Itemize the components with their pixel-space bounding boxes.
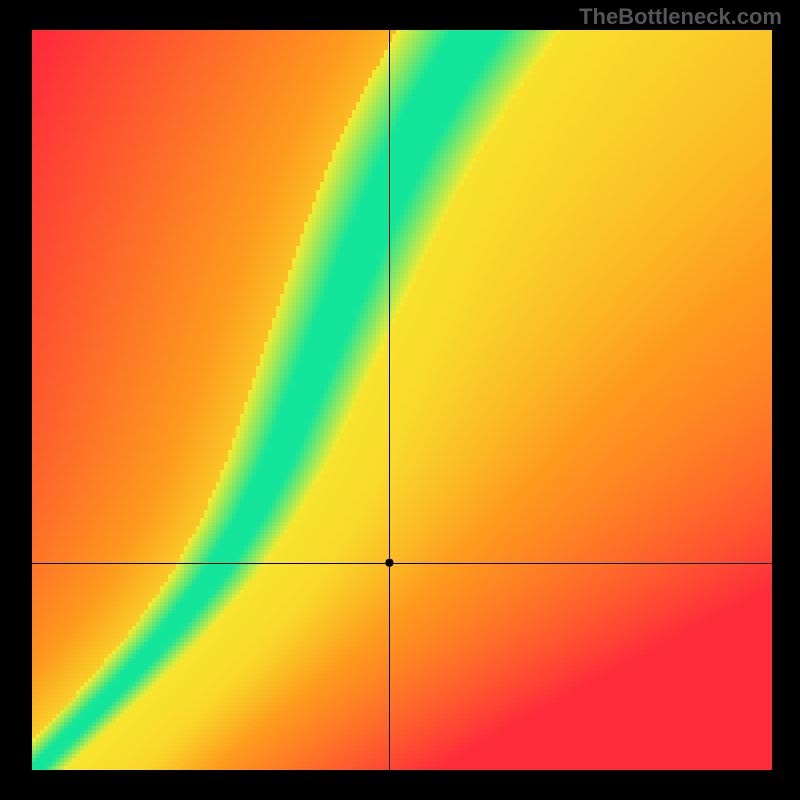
chart-container: TheBottleneck.com: [0, 0, 800, 800]
bottleneck-heatmap: [0, 0, 800, 800]
watermark-text: TheBottleneck.com: [579, 4, 782, 30]
